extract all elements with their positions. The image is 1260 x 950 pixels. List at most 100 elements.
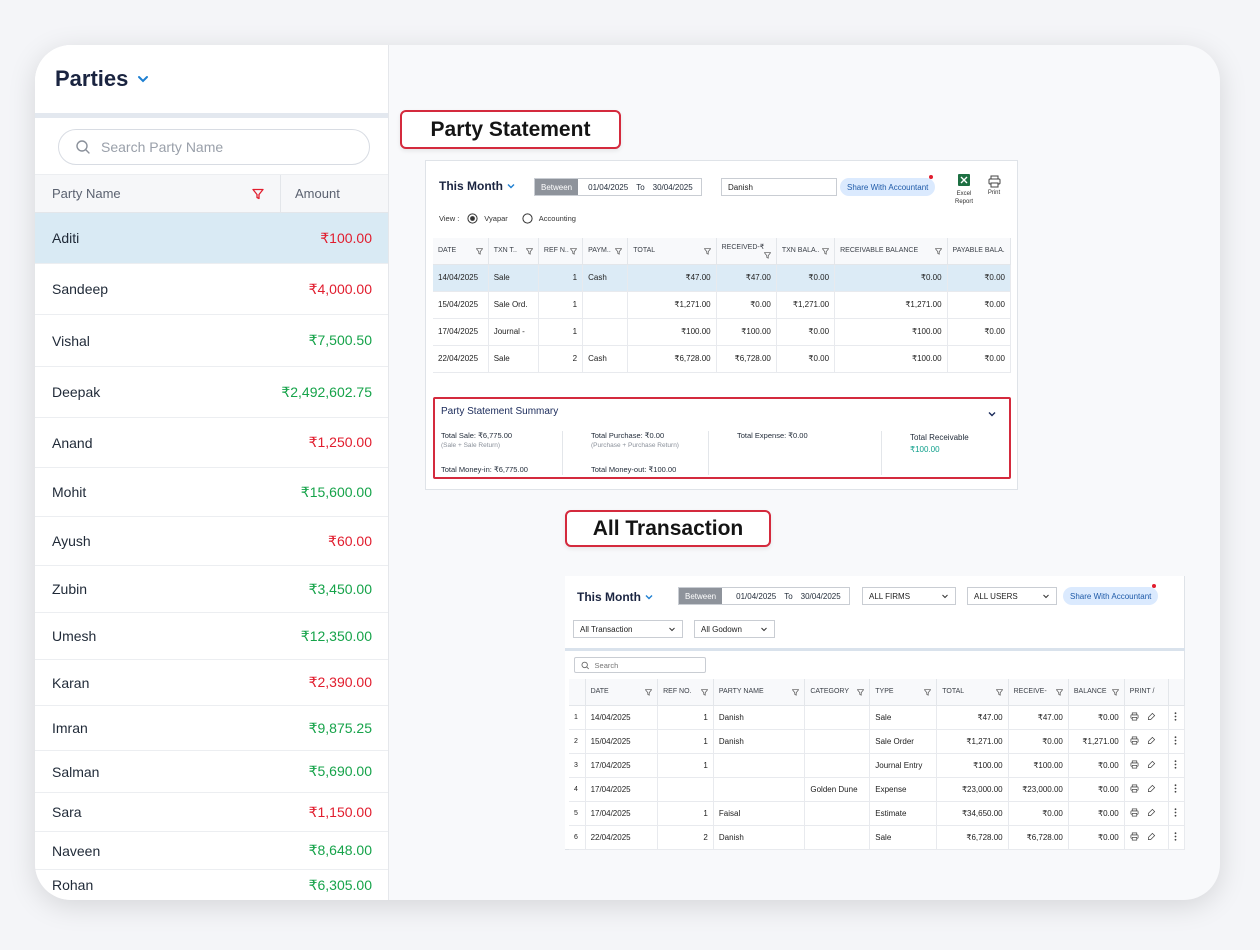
users-select[interactable]: ALL USERS	[967, 587, 1057, 605]
column-header[interactable]: DATE	[433, 238, 489, 265]
table-row[interactable]: 22/04/2025 Sale 2 Cash ₹6,728.00 ₹6,728.00 ₹0.…	[433, 345, 1012, 373]
share-icon[interactable]	[1147, 832, 1156, 841]
table-row[interactable]: 15/04/2025 Sale Ord. 1 ₹1,271.00 ₹0.00 ₹1,271…	[433, 291, 1012, 319]
filter-icon[interactable]	[570, 248, 578, 255]
column-header[interactable]: RECEIVE-	[1008, 679, 1069, 706]
transaction-type-select[interactable]: All Transaction	[573, 620, 683, 638]
printer-icon[interactable]	[1130, 808, 1139, 817]
column-header[interactable]: PARTY NAME	[713, 679, 806, 706]
column-header[interactable]: TXN T..	[488, 238, 539, 265]
party-row[interactable]: Mohit ₹15,600.00	[35, 468, 388, 517]
table-row[interactable]: 2 15/04/2025 1 Danish Sale Order ₹1,271.00 ₹0.…	[569, 729, 1185, 754]
filter-icon[interactable]	[995, 689, 1003, 696]
transaction-search-input[interactable]	[594, 660, 699, 670]
chevron-down-icon[interactable]	[987, 409, 997, 419]
share-with-accountant-button[interactable]: Share With Accountant	[1063, 584, 1159, 605]
printer-icon[interactable]	[1130, 784, 1139, 793]
filter-icon[interactable]	[475, 248, 483, 255]
table-row[interactable]: 14/04/2025 Sale 1 Cash ₹47.00 ₹47.00 ₹0.00 ₹0.0…	[433, 264, 1012, 292]
more-menu[interactable]	[1168, 753, 1185, 778]
party-row[interactable]: Deepak ₹2,492,602.75	[35, 367, 388, 418]
party-row[interactable]: Sandeep ₹4,000.00	[35, 264, 388, 315]
filter-icon[interactable]	[857, 689, 865, 696]
to-date[interactable]: 30/04/2025	[652, 182, 693, 192]
column-header[interactable]: CATEGORY	[804, 679, 871, 706]
party-row[interactable]: Imran ₹9,875.25	[35, 706, 388, 751]
more-menu[interactable]	[1168, 777, 1185, 802]
column-header[interactable]: TOTAL	[627, 238, 717, 265]
table-row[interactable]: 6 22/04/2025 2 Danish Sale ₹6,728.00 ₹6,728.00…	[569, 825, 1185, 850]
party-row[interactable]: Vishal ₹7,500.50	[35, 315, 388, 367]
table-row[interactable]: 4 17/04/2025 Golden Dune Expense ₹23,000.00 ₹…	[569, 777, 1185, 802]
transaction-search-box[interactable]	[574, 657, 706, 673]
column-header[interactable]: DATE	[585, 679, 659, 706]
column-header[interactable]: BALANCE	[1068, 679, 1125, 706]
filter-icon[interactable]	[1111, 689, 1119, 696]
filter-icon[interactable]	[700, 689, 708, 696]
printer-icon[interactable]	[1130, 712, 1139, 721]
printer-icon[interactable]	[1130, 760, 1139, 769]
date-range[interactable]: Between 01/04/2025 To 30/04/2025	[678, 587, 850, 605]
filter-icon[interactable]	[252, 188, 264, 200]
view-vyapar-radio[interactable]: Vyapar	[467, 213, 508, 224]
filter-icon[interactable]	[615, 248, 623, 255]
party-row[interactable]: Sara ₹1,150.00	[35, 793, 388, 832]
firms-select[interactable]: ALL FIRMS	[862, 587, 956, 605]
column-header[interactable]: PAYM..	[582, 238, 629, 265]
filter-icon[interactable]	[934, 248, 942, 255]
column-header[interactable]: TXN BALA..	[776, 238, 836, 265]
printer-icon[interactable]	[1130, 832, 1139, 841]
column-header[interactable]: RECEIVED-₹	[716, 238, 777, 265]
table-row[interactable]: 1 14/04/2025 1 Danish Sale ₹47.00 ₹47.00 ₹0.00	[569, 705, 1185, 730]
share-icon[interactable]	[1147, 808, 1156, 817]
more-menu[interactable]	[1168, 825, 1185, 850]
view-accounting-radio[interactable]: Accounting	[522, 213, 576, 224]
party-select[interactable]: Danish	[721, 178, 837, 196]
party-search-input[interactable]	[101, 139, 321, 155]
column-header[interactable]	[1168, 679, 1185, 706]
from-date[interactable]: 01/04/2025	[736, 591, 777, 601]
share-icon[interactable]	[1147, 784, 1156, 793]
column-header[interactable]: PAYABLE BALA.	[947, 238, 1012, 265]
share-icon[interactable]	[1147, 760, 1156, 769]
period-dropdown[interactable]: This Month	[439, 179, 516, 193]
table-row[interactable]: 3 17/04/2025 1 Journal Entry ₹100.00 ₹100.00 ₹…	[569, 753, 1185, 778]
chevron-down-icon[interactable]	[136, 72, 150, 86]
party-name-column-header[interactable]: Party Name	[35, 175, 281, 212]
column-header[interactable]: REF NO.	[657, 679, 714, 706]
filter-icon[interactable]	[822, 248, 830, 255]
excel-report-button[interactable]: Excel Report	[949, 173, 979, 206]
more-menu[interactable]	[1168, 729, 1185, 754]
party-row[interactable]: Aditi ₹100.00	[35, 213, 388, 264]
party-row[interactable]: Anand ₹1,250.00	[35, 418, 388, 468]
filter-icon[interactable]	[525, 248, 533, 255]
date-range[interactable]: Between 01/04/2025 To 30/04/2025	[534, 178, 702, 196]
party-search-box[interactable]	[58, 129, 370, 165]
printer-icon[interactable]	[1130, 736, 1139, 745]
period-dropdown[interactable]: This Month	[577, 590, 654, 604]
more-menu[interactable]	[1168, 705, 1185, 730]
column-header[interactable]: REF N..	[538, 238, 584, 265]
share-with-accountant-button[interactable]: Share With Accountant	[840, 175, 936, 196]
party-row[interactable]: Ayush ₹60.00	[35, 517, 388, 566]
table-row[interactable]: 17/04/2025 Journal -1 ₹100.00 ₹100.00 ₹0.00 ₹…	[433, 318, 1012, 346]
filter-icon[interactable]	[792, 689, 800, 696]
godown-select[interactable]: All Godown	[694, 620, 775, 638]
filter-icon[interactable]	[645, 689, 653, 696]
from-date[interactable]: 01/04/2025	[588, 182, 629, 192]
share-icon[interactable]	[1147, 736, 1156, 745]
parties-header[interactable]: Parties	[35, 45, 388, 113]
print-button[interactable]: Print	[984, 175, 1004, 196]
filter-icon[interactable]	[703, 248, 711, 255]
party-row[interactable]: Rohan ₹6,305.00	[35, 870, 388, 900]
party-row[interactable]: Naveen ₹8,648.00	[35, 832, 388, 870]
party-row[interactable]: Karan ₹2,390.00	[35, 660, 388, 706]
share-icon[interactable]	[1147, 712, 1156, 721]
column-header[interactable]: TYPE	[869, 679, 938, 706]
filter-icon[interactable]	[1055, 689, 1063, 696]
column-header[interactable]: RECEIVABLE BALANCE	[834, 238, 948, 265]
column-header[interactable]: PRINT /	[1124, 679, 1170, 706]
party-row[interactable]: Salman ₹5,690.00	[35, 751, 388, 793]
more-menu[interactable]	[1168, 801, 1185, 826]
column-header[interactable]: TOTAL	[936, 679, 1009, 706]
